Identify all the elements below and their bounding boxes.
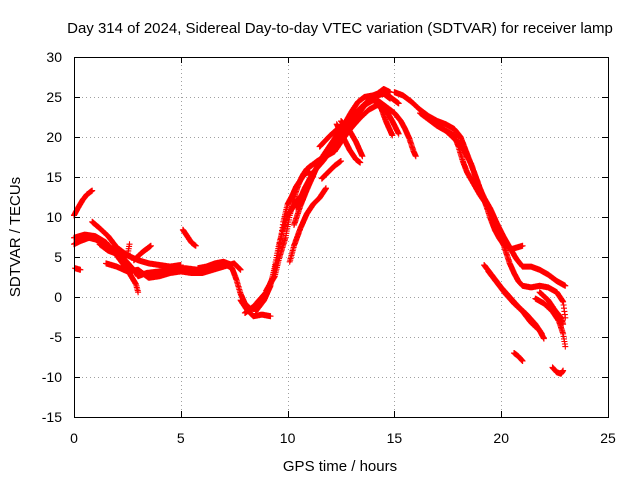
- series-arc-10: [194, 258, 236, 272]
- data-point-markers: [263, 162, 315, 294]
- series-arc-29: [485, 268, 547, 342]
- data-point-markers: [549, 364, 567, 377]
- data-point-markers: [130, 242, 154, 264]
- series-arc-19: [318, 158, 344, 182]
- y-tick-label: 10: [46, 209, 62, 225]
- y-axis-label: SDTVAR / TECUs: [7, 177, 24, 297]
- data-point-markers: [89, 218, 184, 270]
- y-tick-label: 0: [54, 289, 62, 305]
- series-arc-21: [333, 121, 364, 166]
- data-point-markers: [338, 118, 366, 160]
- data-point-markers: [333, 121, 364, 166]
- x-axis-label: GPS time / hours: [283, 458, 397, 475]
- data-point-markers: [103, 260, 244, 281]
- series-arc-08: [130, 242, 154, 264]
- series-arc-04: [72, 265, 84, 273]
- series-arc-05: [89, 218, 184, 270]
- data-point-markers: [485, 268, 547, 342]
- data-point-markers: [72, 265, 84, 273]
- series-arc-32: [511, 350, 526, 364]
- data-point-markers: [286, 185, 329, 265]
- y-tick-label: 20: [46, 129, 62, 145]
- data-point-markers: [532, 295, 569, 350]
- x-tick-label: 25: [600, 430, 616, 446]
- data-point-markers: [374, 97, 419, 160]
- series-arc-06: [96, 241, 133, 259]
- series-arc-07: [103, 260, 244, 281]
- y-tick-label: 30: [46, 49, 62, 65]
- series-arc-31: [536, 289, 567, 328]
- series-arc-23: [348, 86, 394, 126]
- y-tick-label: 15: [46, 169, 62, 185]
- data-point-markers: [511, 350, 526, 364]
- data-point-markers: [179, 226, 199, 249]
- chart-title: Day 314 of 2024, Sidereal Day-to-day VTE…: [67, 20, 613, 37]
- y-tick-label: -15: [42, 409, 62, 425]
- plot-frame: [74, 57, 609, 418]
- x-tick-label: 15: [387, 430, 403, 446]
- series-arc-14: [263, 162, 315, 294]
- series-arc-30: [532, 295, 569, 350]
- x-tick-label: 10: [280, 430, 296, 446]
- series-arc-22: [338, 118, 366, 160]
- x-tick-label: 0: [70, 430, 78, 446]
- gridlines: [74, 57, 608, 417]
- series-arc-24: [374, 97, 419, 160]
- data-point-markers: [536, 289, 567, 328]
- data-point-markers: [318, 158, 344, 182]
- x-tick-label: 5: [177, 430, 185, 446]
- y-tick-label: -5: [50, 329, 63, 345]
- y-tick-label: 5: [54, 249, 62, 265]
- axis-ticks: -15 -10 -5 0 5 10 15 20 25 30 0 5 10 15 20 25: [42, 49, 616, 446]
- y-tick-label: 25: [46, 89, 62, 105]
- series-arc-27: [442, 127, 569, 289]
- data-point-markers: [96, 241, 133, 259]
- series-arc-15: [286, 185, 329, 265]
- x-tick-label: 20: [493, 430, 509, 446]
- data-point-markers: [442, 127, 569, 289]
- data-point-markers: [194, 258, 236, 272]
- y-tick-label: -10: [42, 369, 62, 385]
- data-point-markers: [348, 86, 394, 126]
- series-arc-33: [549, 364, 567, 377]
- series-arc-09: [179, 226, 199, 249]
